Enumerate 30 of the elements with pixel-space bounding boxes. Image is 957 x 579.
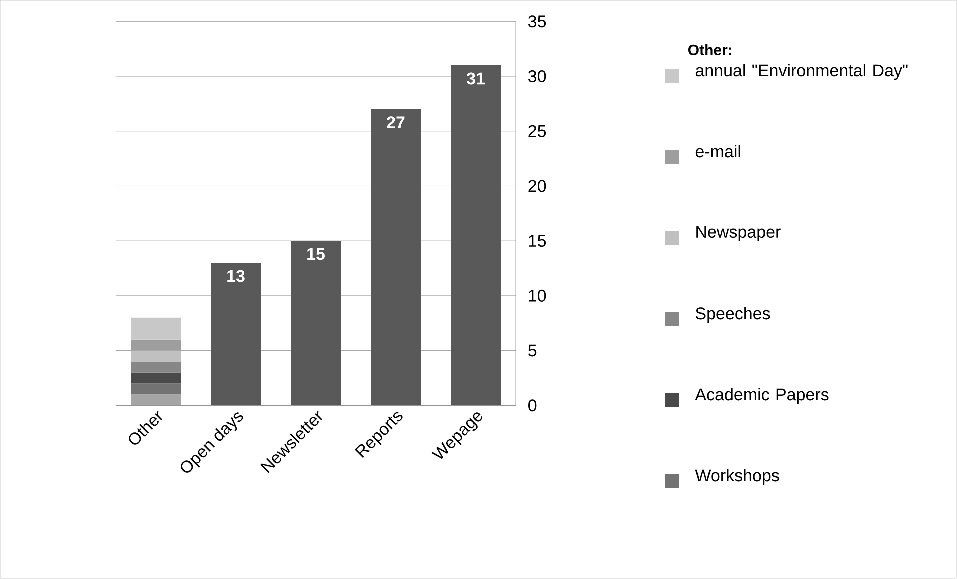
data-label: 27 [387,116,405,128]
legend-label: Speeches [696,307,770,324]
bar [211,263,261,406]
legend-label: e-mail [696,145,740,158]
bar [131,384,182,395]
bar [131,318,182,340]
bar [291,241,342,406]
y-tick-label: 10 [529,290,546,302]
y-tick-label: 25 [528,125,546,138]
y-tick-label: 0 [528,400,537,412]
bar [131,372,182,384]
bar [131,340,182,351]
y-tick-label: 15 [529,235,546,248]
data-label: 31 [466,72,485,85]
y-tick-label: 35 [528,16,546,28]
legend-label: annual "Environmental Day" [696,64,908,80]
legend-title: Other: [688,44,732,56]
legend-label: Workshops [695,469,780,486]
legend-label: Academic Papers [695,388,829,404]
data-label: 15 [308,248,325,260]
bar [131,362,182,373]
bar [131,394,182,406]
bar [451,66,501,406]
data-label: 13 [228,270,245,282]
y-tick-label: 20 [528,180,546,192]
bar [371,109,421,406]
y-tick-label: 5 [528,344,537,357]
bar [131,350,182,362]
legend-label: Newspaper [696,226,781,242]
y-tick-label: 30 [528,70,546,83]
